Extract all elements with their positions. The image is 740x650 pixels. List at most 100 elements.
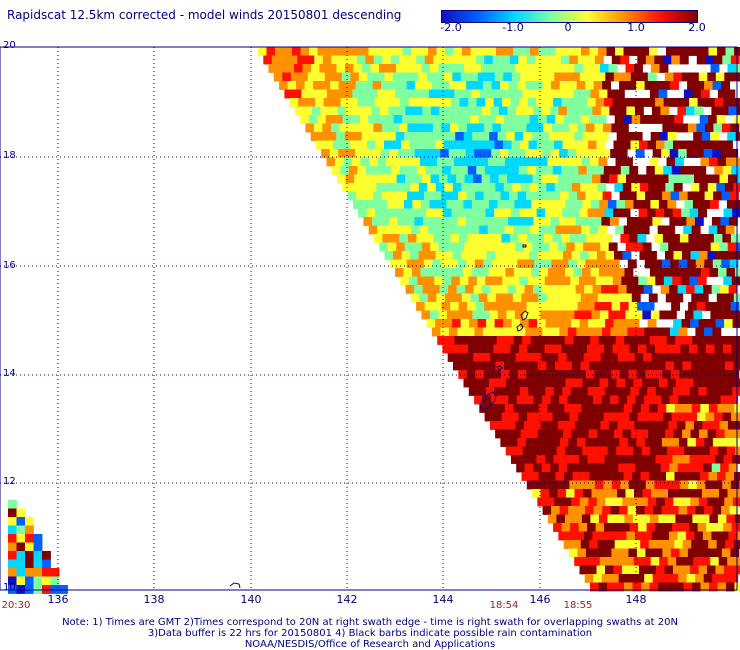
swath-cell <box>674 472 684 481</box>
swath-cell <box>361 132 371 141</box>
swath-cell <box>655 344 664 354</box>
swath-cell <box>707 72 717 82</box>
swath-cell <box>335 157 344 167</box>
swath-cell <box>390 234 400 243</box>
swath-cell <box>634 106 644 116</box>
swath-cell <box>619 81 628 90</box>
swath-cell <box>480 200 490 209</box>
swath-cell <box>533 217 543 226</box>
swath-cell <box>659 64 669 73</box>
swath-cell <box>643 463 653 473</box>
swath-cell <box>395 268 404 277</box>
swath-cell <box>387 132 397 141</box>
swath-cell <box>690 429 700 439</box>
swath-cell <box>645 191 654 201</box>
swath-cell <box>611 370 621 379</box>
swath-cell <box>664 455 673 464</box>
swath-cell <box>280 55 290 65</box>
swath-cell <box>388 174 397 184</box>
swath-cell <box>665 293 675 303</box>
swath-cell <box>582 557 592 566</box>
swath-cell <box>553 276 563 286</box>
swath-cell <box>595 166 605 175</box>
swath-cell <box>592 106 602 116</box>
swath-cell <box>503 429 513 439</box>
swath-cell <box>721 191 731 201</box>
swath-cell <box>549 174 559 184</box>
swath-cell <box>546 429 555 439</box>
swath-cell <box>351 115 361 124</box>
swath-cell <box>564 514 574 524</box>
swath-cell <box>356 191 365 201</box>
swath-cell <box>594 370 604 379</box>
swath-cell <box>563 183 573 192</box>
swath-cell <box>520 429 530 439</box>
swath-cell <box>412 268 421 277</box>
swath-cell <box>470 225 480 235</box>
swath-cell <box>701 446 711 456</box>
swath-cell <box>632 404 642 413</box>
swath-cell <box>8 534 17 543</box>
swath-cell <box>413 174 423 184</box>
swath-cell <box>621 98 630 107</box>
swath-cell <box>576 506 586 515</box>
swath-cell <box>563 251 572 260</box>
swath-cell <box>604 455 614 464</box>
swath-cell <box>701 268 710 277</box>
swath-cell <box>610 506 620 515</box>
swath-cell <box>25 568 34 577</box>
swath-cell <box>710 378 719 388</box>
swath-cell <box>531 310 541 320</box>
swath-cell <box>634 64 643 73</box>
swath-cell <box>499 285 508 294</box>
swath-cell <box>717 89 727 99</box>
swath-cell <box>340 98 350 107</box>
swath-cell <box>466 191 476 201</box>
swath-cell <box>469 251 479 260</box>
swath-cell <box>686 463 696 473</box>
swath-cell <box>644 81 654 90</box>
swath-cell <box>688 166 698 175</box>
swath-cell <box>384 140 393 150</box>
swath-cell <box>530 89 540 99</box>
swath-cell <box>16 542 26 552</box>
swath-cell <box>662 191 671 201</box>
swath-cell <box>484 344 494 354</box>
swath-cell <box>679 370 689 379</box>
swath-cell <box>554 319 563 328</box>
swath-cell <box>531 378 541 388</box>
swath-cell <box>331 166 341 175</box>
swath-cell <box>679 480 689 490</box>
swath-cell <box>528 319 538 328</box>
swath-cell <box>529 361 539 371</box>
swath-cell <box>495 251 504 260</box>
swath-cell <box>681 387 691 396</box>
swath-cell <box>393 115 403 124</box>
swath-cell <box>360 47 369 56</box>
swath-cell <box>483 81 492 90</box>
swath-cell <box>709 514 719 524</box>
swath-cell <box>700 89 710 99</box>
swath-cell <box>685 106 695 116</box>
swath-cell <box>715 140 725 150</box>
swath-cell <box>689 387 699 396</box>
swath-cell <box>654 55 664 65</box>
swath-cell <box>426 140 436 150</box>
swath-cell <box>575 463 585 473</box>
swath-cell <box>577 548 587 558</box>
swath-cell <box>469 140 478 150</box>
swath-cell <box>589 47 599 56</box>
swath-cell <box>656 565 665 575</box>
lon-label: 138 <box>143 593 165 606</box>
swath-cell <box>570 208 580 218</box>
swath-cell <box>635 463 645 473</box>
swath-cell <box>446 132 456 141</box>
swath-cell <box>474 149 484 158</box>
swath-cell <box>547 47 556 56</box>
swath-cell <box>8 559 17 569</box>
swath-cell <box>413 106 423 116</box>
swath-cell <box>666 157 676 167</box>
swath-cell <box>602 81 611 90</box>
swath-cell <box>592 217 602 226</box>
swath-cell <box>493 412 502 422</box>
